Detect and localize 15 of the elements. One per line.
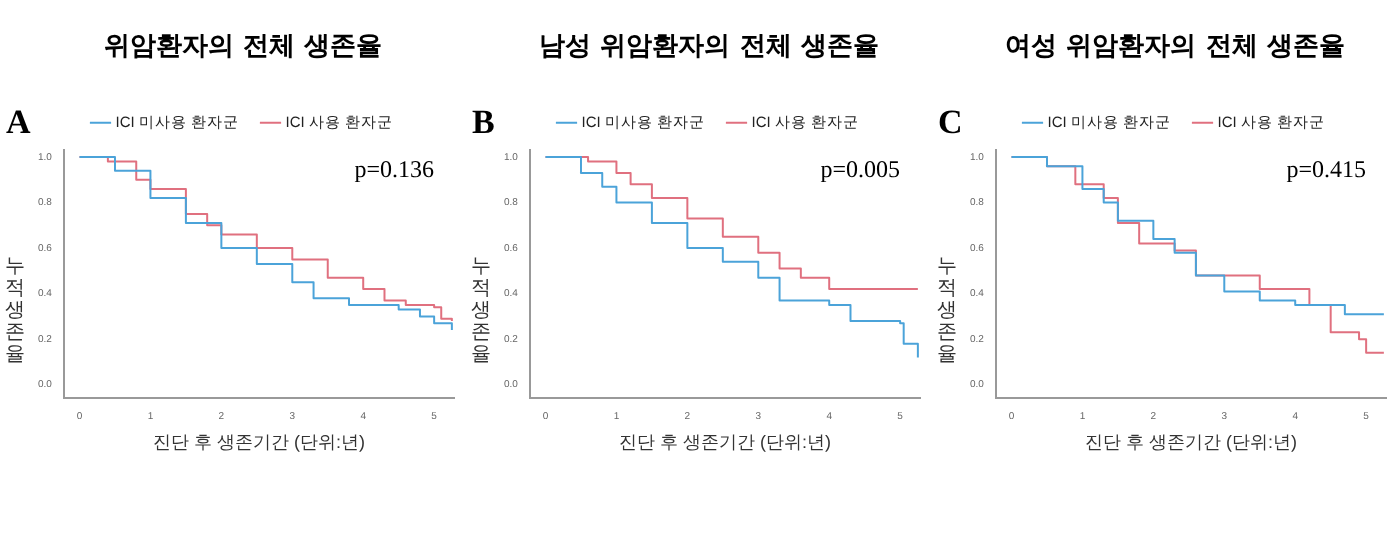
chart-title: 위암환자의 전체 생존율	[103, 32, 383, 63]
text: B	[472, 102, 495, 141]
y-axis-title: 누적생존율	[4, 256, 26, 366]
annotation: p=0.005	[820, 154, 900, 183]
x-axis-title: 진단 후 생존기간 (단위:년)	[1084, 432, 1297, 453]
chart-title: 남성 위암환자의 전체 생존율	[539, 32, 879, 63]
annotation: p=0.136	[354, 154, 434, 183]
x-axis-title: 진단 후 생존기간 (단위:년)	[618, 432, 831, 453]
text: A	[6, 102, 32, 141]
y-axis-title: 누적생존율	[936, 256, 958, 366]
y-axis-title: 누적생존율	[470, 256, 492, 366]
x-axis-title: 진단 후 생존기간 (단위:년)	[152, 432, 365, 453]
text: C	[938, 102, 963, 141]
chart-title: 여성 위암환자의 전체 생존율	[1005, 32, 1345, 63]
annotation: p=0.415	[1286, 154, 1366, 183]
